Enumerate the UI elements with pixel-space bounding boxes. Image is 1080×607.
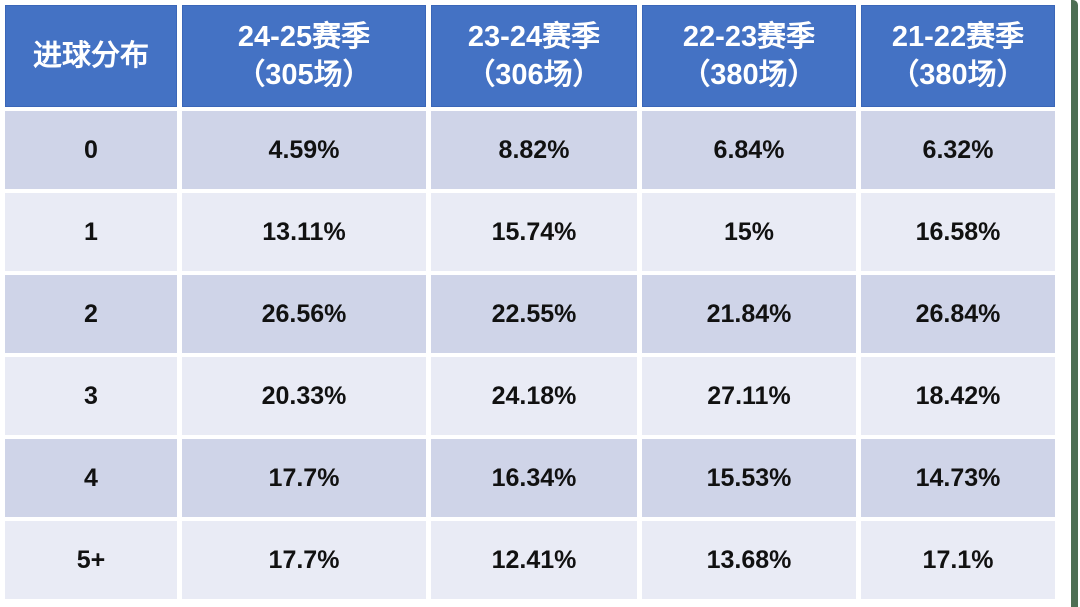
table-cell: 6.32% xyxy=(861,111,1055,189)
table-cell: 17.7% xyxy=(182,521,426,599)
row-label-5plus: 5+ xyxy=(5,521,177,599)
season-label: 21-22赛季 xyxy=(891,20,1025,53)
table-corner-header: 进球分布 xyxy=(5,5,177,107)
table-cell: 26.84% xyxy=(861,275,1055,353)
table-cell: 24.18% xyxy=(431,357,637,435)
table-cell: 17.7% xyxy=(182,439,426,517)
table-cell: 13.11% xyxy=(182,193,426,271)
table-cell: 14.73% xyxy=(861,439,1055,517)
matches-label: （380场） xyxy=(681,59,817,91)
matches-label: （305场） xyxy=(236,59,372,91)
row-label-1: 1 xyxy=(5,193,177,271)
table-cell: 27.11% xyxy=(642,357,856,435)
goal-distribution-table: 进球分布 24-25赛季 （305场） 23-24赛季 （306场） 22-23… xyxy=(5,5,1055,599)
column-header-season-23-24: 23-24赛季 （306场） xyxy=(431,5,637,107)
corner-header-label: 进球分布 xyxy=(32,39,149,72)
table-cell: 22.55% xyxy=(431,275,637,353)
page-edge-strip xyxy=(1071,0,1078,607)
table-cell: 15% xyxy=(642,193,856,271)
table-cell: 8.82% xyxy=(431,111,637,189)
row-label-0: 0 xyxy=(5,111,177,189)
season-label: 22-23赛季 xyxy=(682,20,816,53)
column-header-season-24-25: 24-25赛季 （305场） xyxy=(182,5,426,107)
row-label-2: 2 xyxy=(5,275,177,353)
table-cell: 12.41% xyxy=(431,521,637,599)
table-cell: 18.42% xyxy=(861,357,1055,435)
column-header-season-22-23: 22-23赛季 （380场） xyxy=(642,5,856,107)
row-label-4: 4 xyxy=(5,439,177,517)
season-label: 23-24赛季 xyxy=(467,20,601,53)
table-cell: 6.84% xyxy=(642,111,856,189)
table-cell: 26.56% xyxy=(182,275,426,353)
matches-label: （306场） xyxy=(466,59,602,91)
table-cell: 17.1% xyxy=(861,521,1055,599)
table-cell: 15.53% xyxy=(642,439,856,517)
table-cell: 16.58% xyxy=(861,193,1055,271)
table-cell: 21.84% xyxy=(642,275,856,353)
matches-label: （380场） xyxy=(890,59,1026,91)
row-label-3: 3 xyxy=(5,357,177,435)
table-cell: 13.68% xyxy=(642,521,856,599)
column-header-season-21-22: 21-22赛季 （380场） xyxy=(861,5,1055,107)
table-cell: 4.59% xyxy=(182,111,426,189)
table-cell: 15.74% xyxy=(431,193,637,271)
table-cell: 20.33% xyxy=(182,357,426,435)
season-label: 24-25赛季 xyxy=(237,20,371,53)
table-cell: 16.34% xyxy=(431,439,637,517)
